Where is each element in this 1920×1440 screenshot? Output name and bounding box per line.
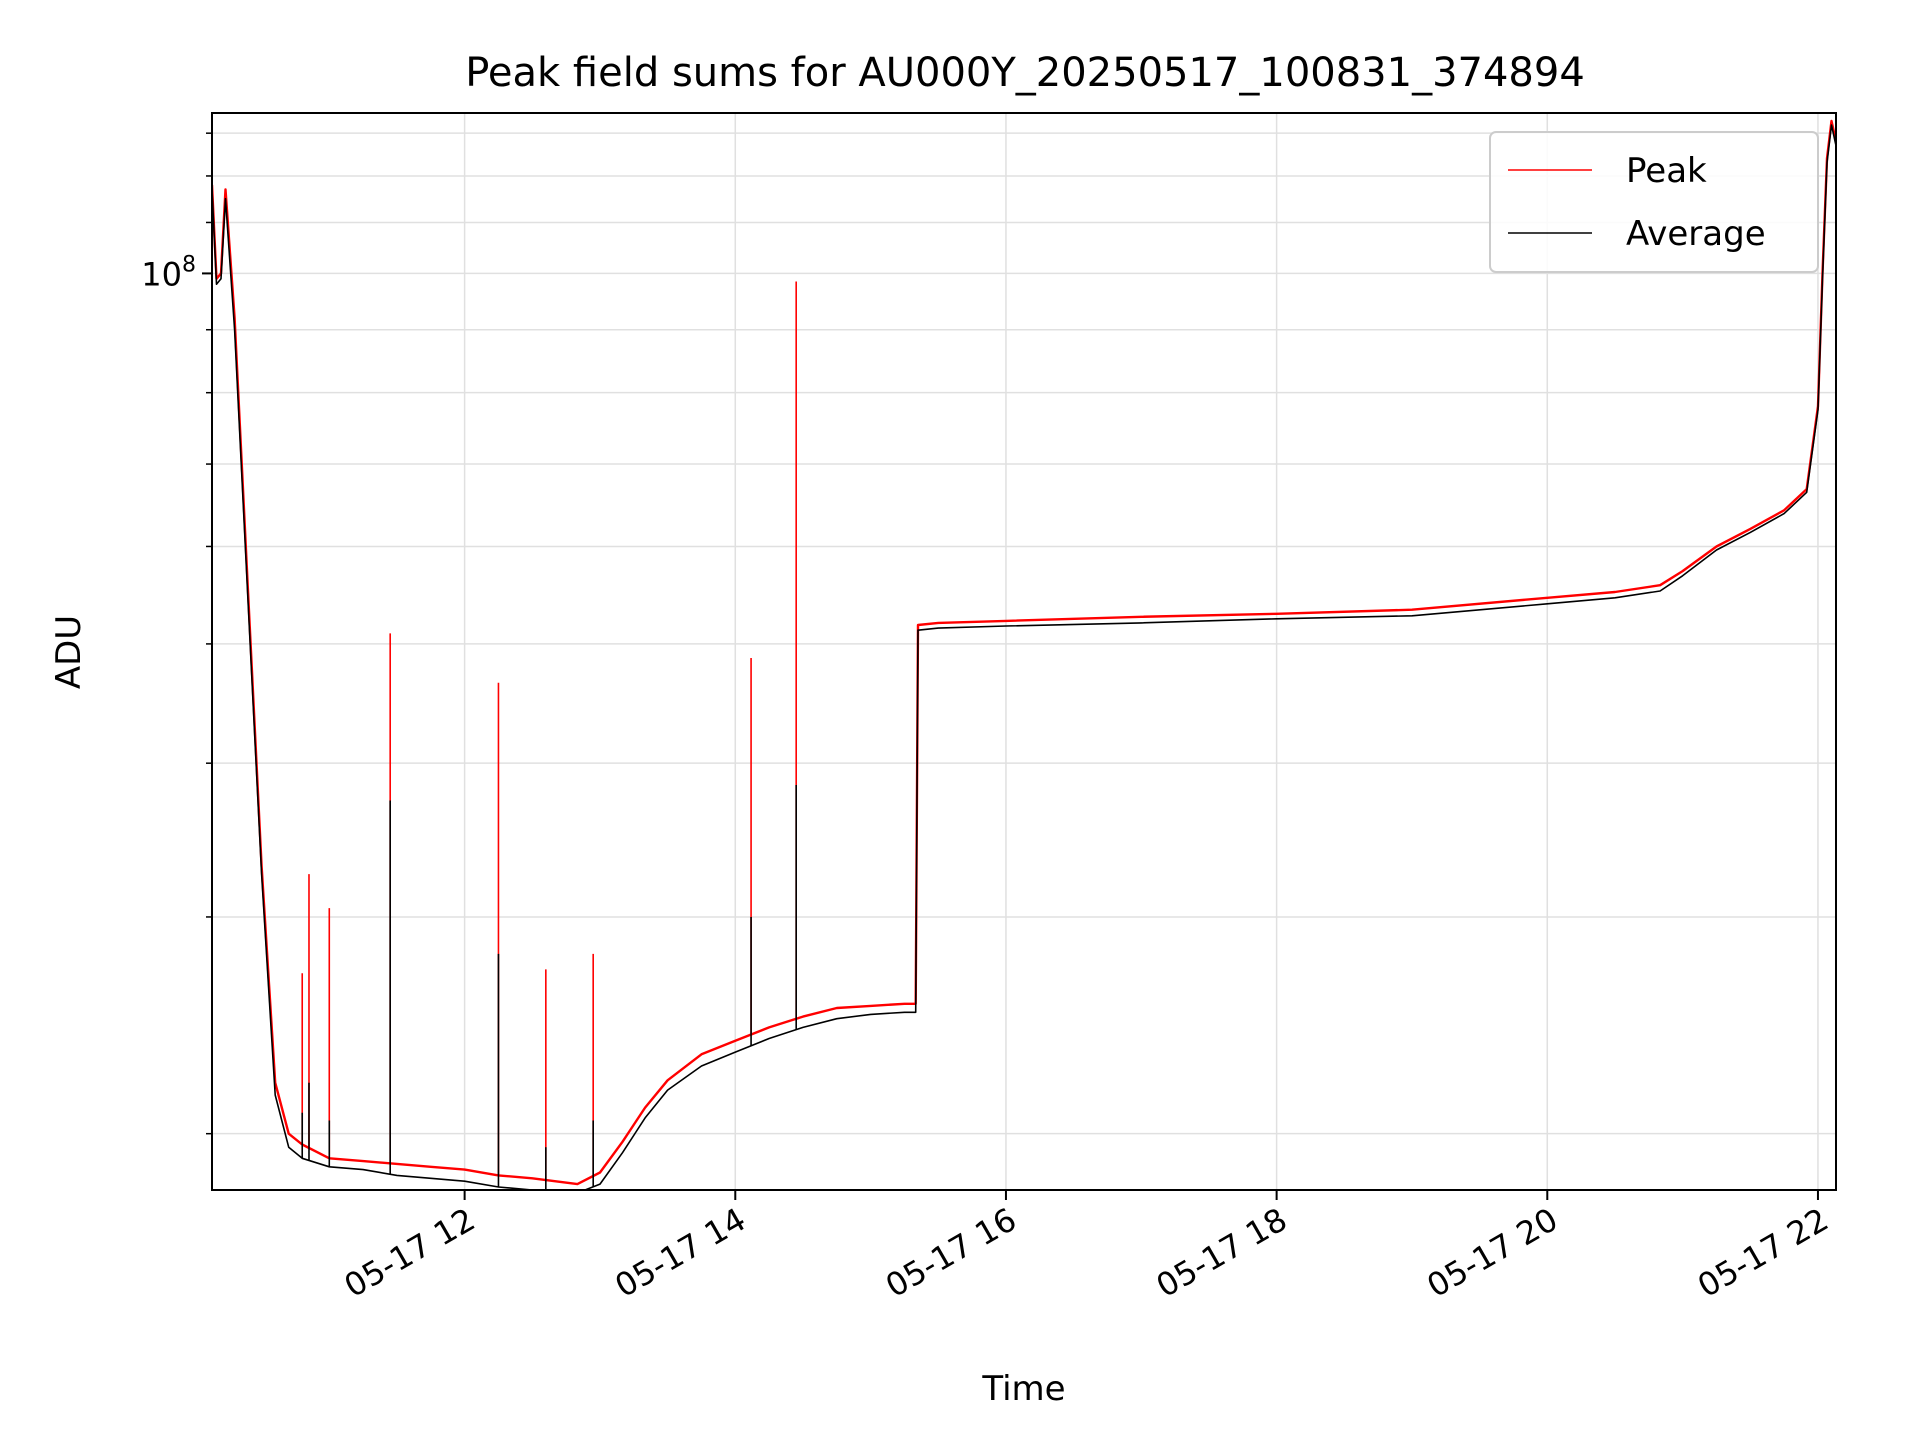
- legend: Peak Average: [1489, 131, 1819, 273]
- series-line-average: [212, 124, 1836, 1190]
- x-axis-label: Time: [981, 1369, 1065, 1409]
- y-tick-label-major: 108: [141, 252, 196, 293]
- legend-label-peak: Peak: [1626, 151, 1707, 191]
- legend-box: [1489, 131, 1819, 273]
- legend-label-average: Average: [1626, 214, 1766, 254]
- grid-lines: [212, 113, 1836, 1190]
- plot-frame: [211, 112, 1837, 1191]
- chart-title: Peak field sums for AU000Y_20250517_1008…: [465, 50, 1585, 96]
- y-axis-label: ADU: [49, 615, 89, 689]
- series-line-peak: [212, 119, 1836, 1186]
- plot-series: [212, 119, 1836, 1190]
- series-average: [212, 124, 1836, 1190]
